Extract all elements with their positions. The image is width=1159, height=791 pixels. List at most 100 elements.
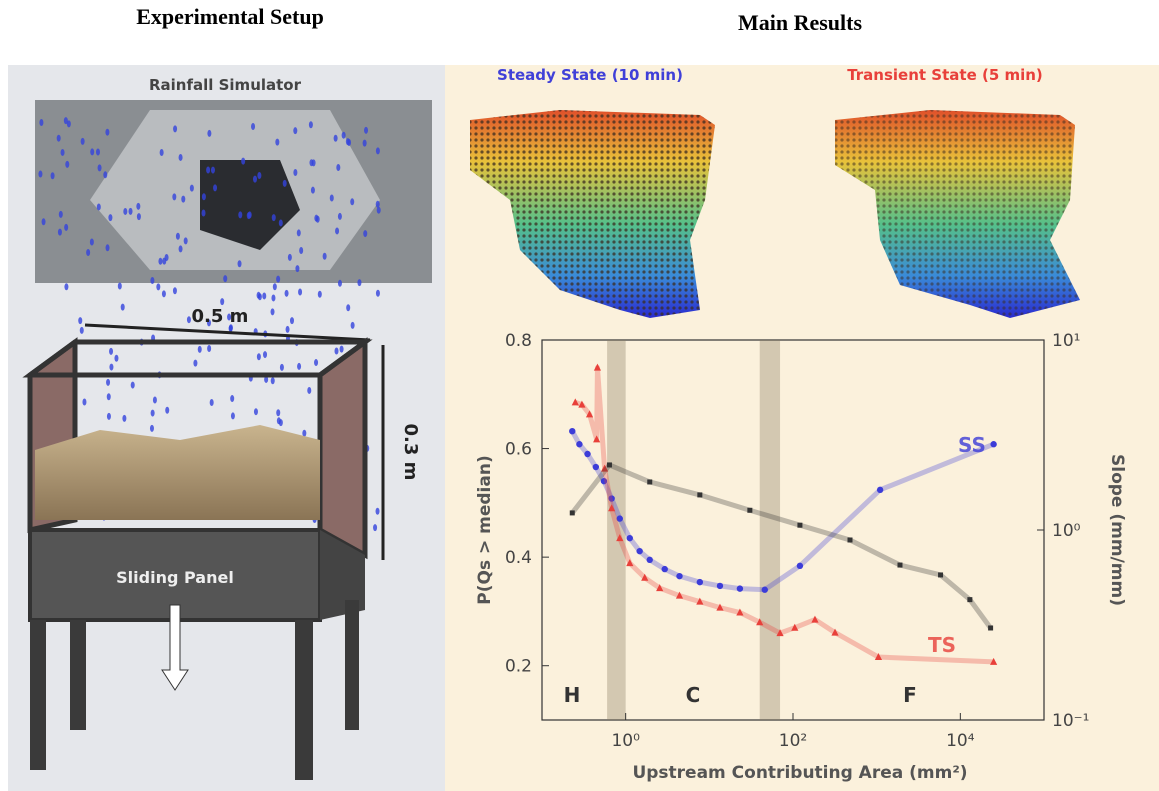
raindrop	[238, 211, 242, 218]
point	[697, 579, 703, 585]
raindrop	[299, 247, 303, 254]
raindrop	[285, 290, 289, 297]
raindrop	[364, 127, 368, 134]
raindrop	[105, 129, 109, 136]
raindrop	[231, 412, 235, 419]
raindrop	[288, 254, 292, 261]
raindrop	[80, 327, 84, 334]
label: Sliding Panel	[116, 568, 234, 587]
region-label: F	[903, 683, 917, 707]
raindrop	[165, 407, 169, 414]
raindrop	[38, 171, 42, 178]
raindrop	[67, 120, 71, 127]
y-axis-label: P(Qs > median)	[475, 455, 495, 604]
map-title: Transient State (5 min)	[847, 66, 1043, 84]
raindrop	[106, 379, 110, 386]
raindrop	[81, 138, 85, 145]
raindrop	[334, 135, 338, 142]
raindrop	[342, 132, 346, 139]
raindrop	[162, 258, 166, 265]
point	[662, 566, 668, 572]
raindrop	[271, 377, 275, 384]
raindrop	[172, 193, 176, 200]
raindrop	[173, 125, 177, 132]
raindrop	[297, 363, 301, 370]
raindrop	[293, 169, 297, 176]
raindrop	[311, 187, 315, 194]
raindrop	[340, 346, 344, 353]
raindrop	[122, 415, 126, 422]
point	[569, 428, 575, 434]
point	[570, 510, 575, 515]
raindrop	[150, 277, 154, 284]
point	[717, 583, 723, 589]
point	[897, 563, 902, 568]
raindrop	[109, 348, 113, 355]
raindrop	[351, 322, 355, 329]
raindrop	[162, 290, 166, 297]
raindrop	[158, 258, 162, 265]
raindrop	[357, 279, 361, 286]
raindrop	[251, 123, 255, 130]
raindrop	[314, 215, 318, 222]
point	[593, 464, 599, 470]
leg	[70, 620, 86, 730]
raindrop	[202, 209, 206, 216]
leg	[295, 620, 313, 780]
figure: Experimental Setup Main Results Rainfall…	[0, 0, 1159, 791]
point	[576, 441, 582, 447]
raindrop	[277, 417, 281, 424]
label: 0.5 m	[192, 306, 249, 327]
raindrop	[307, 387, 311, 394]
raindrop	[123, 208, 127, 215]
y2-axis-label: Slope (mm/mm)	[1107, 454, 1127, 606]
point	[737, 585, 743, 591]
raindrop	[61, 149, 65, 156]
point	[938, 572, 943, 577]
y-tick-label: 0.2	[505, 657, 532, 677]
x-tick-label: 10⁴	[946, 731, 975, 751]
raindrop	[220, 298, 224, 305]
raindrop	[90, 148, 94, 155]
leg	[345, 600, 359, 730]
raindrop	[86, 249, 90, 256]
raindrop	[121, 304, 125, 311]
raindrop	[137, 213, 141, 220]
raindrop	[156, 283, 160, 290]
raindrop	[207, 130, 211, 137]
raindrop	[42, 218, 46, 225]
raindrop	[263, 351, 267, 358]
raindrop	[64, 224, 68, 231]
y2-tick-label: 10⁰	[1052, 521, 1081, 541]
raindrop	[129, 208, 133, 215]
raindrop	[153, 396, 157, 403]
raindrop	[118, 283, 122, 290]
raindrop	[286, 326, 290, 333]
point	[636, 548, 642, 554]
point	[990, 441, 996, 447]
raindrop	[273, 283, 277, 290]
region-label: C	[686, 683, 701, 707]
raindrop	[106, 244, 110, 251]
raindrop	[96, 149, 100, 156]
raindrop	[150, 425, 154, 432]
raindrop	[109, 364, 113, 371]
raindrop	[198, 346, 202, 353]
point	[747, 508, 752, 513]
series-label: SS	[958, 433, 986, 457]
header: Main Results	[738, 10, 863, 35]
point	[584, 451, 590, 457]
raindrop	[312, 159, 316, 166]
raindrop	[363, 140, 367, 147]
raindrop	[293, 127, 297, 134]
map-title: Steady State (10 min)	[497, 66, 683, 84]
point	[797, 563, 803, 569]
raindrop	[206, 166, 210, 173]
label: 0.3 m	[400, 424, 421, 481]
raindrop	[78, 317, 82, 324]
raindrop	[213, 184, 217, 191]
raindrop	[64, 283, 68, 290]
raindrop	[58, 229, 62, 236]
raindrop	[295, 265, 299, 272]
point	[697, 492, 702, 497]
